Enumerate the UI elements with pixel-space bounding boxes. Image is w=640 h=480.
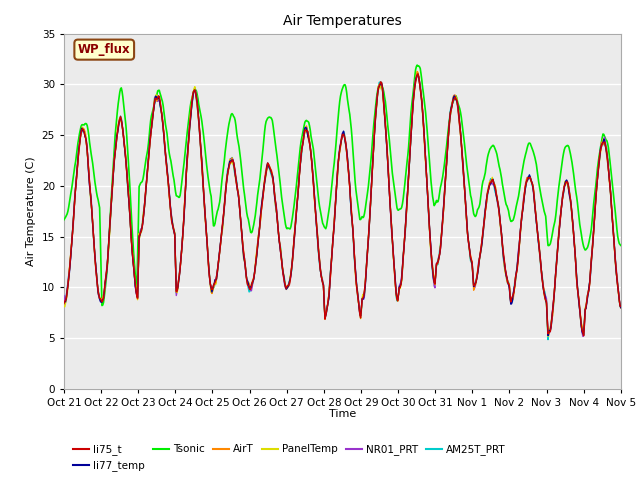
X-axis label: Time: Time	[329, 409, 356, 419]
Legend: li75_t, li77_temp, Tsonic, AirT, PanelTemp, NR01_PRT, AM25T_PRT: li75_t, li77_temp, Tsonic, AirT, PanelTe…	[69, 440, 509, 476]
Y-axis label: Air Temperature (C): Air Temperature (C)	[26, 156, 36, 266]
Text: WP_flux: WP_flux	[78, 43, 131, 56]
Title: Air Temperatures: Air Temperatures	[283, 14, 402, 28]
